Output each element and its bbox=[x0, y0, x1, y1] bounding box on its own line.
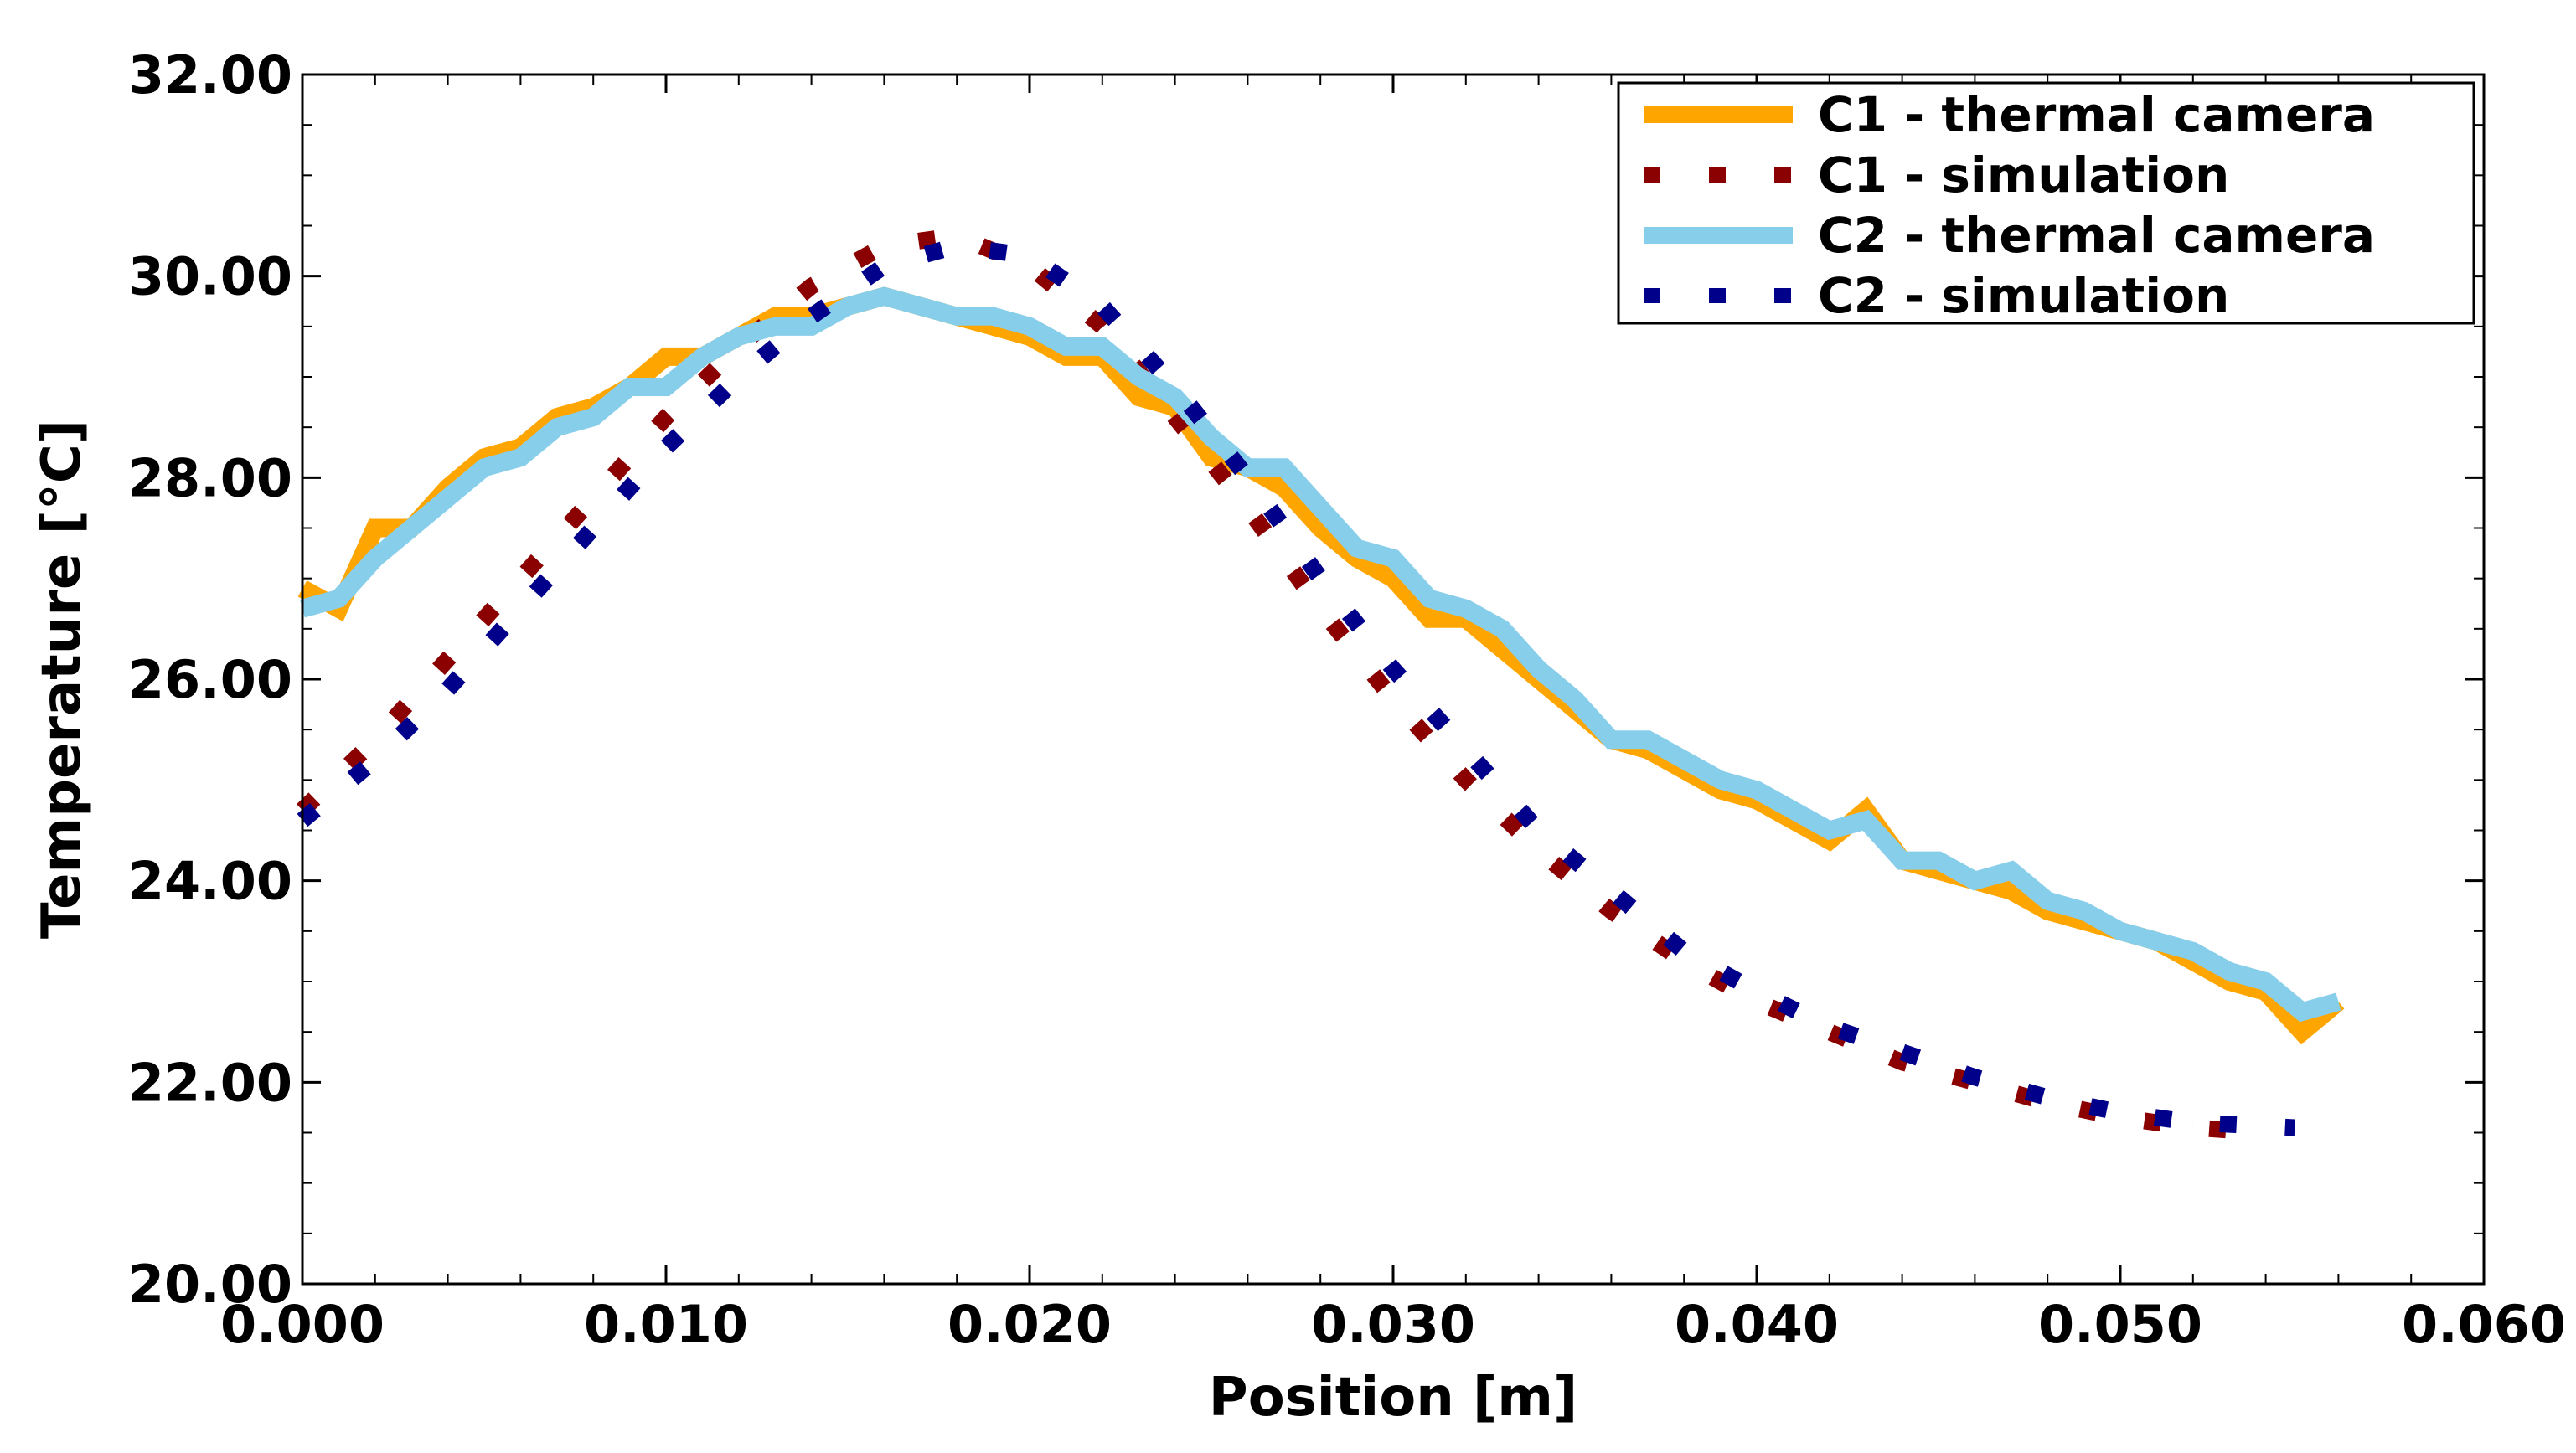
legend-label-c1-thermal-camera: C1 - thermal camera bbox=[1818, 86, 2375, 143]
x-tick-label: 0.020 bbox=[947, 1294, 1112, 1355]
y-tick-label: 20.00 bbox=[128, 1254, 292, 1315]
series-line-c1-simulation bbox=[297, 227, 2267, 1141]
x-tick-label: 0.040 bbox=[1675, 1294, 1839, 1355]
x-tick-label: 0.030 bbox=[1311, 1294, 1475, 1355]
x-tick-label: 0.050 bbox=[2038, 1294, 2202, 1355]
y-tick-label: 26.00 bbox=[128, 649, 292, 710]
series-line-c2-simulation bbox=[297, 237, 2295, 1136]
legend-label-c2-thermal-camera: C2 - thermal camera bbox=[1818, 207, 2375, 264]
y-tick-label: 30.00 bbox=[128, 246, 292, 307]
legend-label-c1-simulation: C1 - simulation bbox=[1818, 147, 2229, 204]
series-layer bbox=[297, 227, 2345, 1141]
y-axis-title: Temperature [°C] bbox=[31, 420, 93, 939]
legend-label-c2-simulation: C2 - simulation bbox=[1818, 267, 2229, 324]
y-tick-label: 32.00 bbox=[128, 44, 292, 106]
y-tick-label: 28.00 bbox=[128, 447, 292, 508]
x-tick-label: 0.000 bbox=[220, 1294, 385, 1355]
y-tick-label: 24.00 bbox=[128, 851, 292, 912]
x-tick-label: 0.010 bbox=[584, 1294, 748, 1355]
x-tick-label: 0.060 bbox=[2402, 1294, 2566, 1355]
x-axis-title: Position [m] bbox=[1209, 1367, 1577, 1429]
y-tick-label: 22.00 bbox=[128, 1052, 292, 1113]
